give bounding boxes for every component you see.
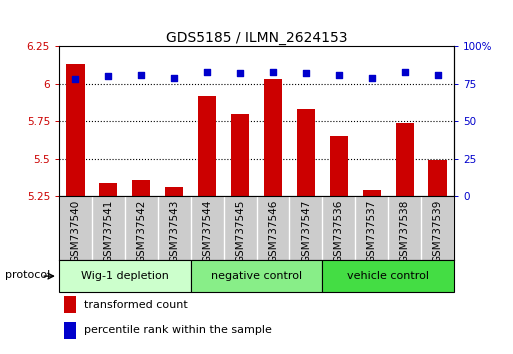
Bar	[396, 123, 413, 196]
Bar	[322, 260, 454, 292]
Text: vehicle control: vehicle control	[347, 271, 429, 281]
Text: GSM737543: GSM737543	[169, 200, 179, 263]
Bar	[66, 64, 85, 196]
Bar	[198, 96, 216, 196]
Bar	[231, 114, 249, 196]
Bar	[297, 109, 315, 196]
Text: protocol: protocol	[5, 269, 50, 280]
Point	[302, 70, 310, 76]
Text: GSM737546: GSM737546	[268, 200, 278, 263]
Point	[334, 72, 343, 78]
Bar	[59, 260, 191, 292]
Text: GSM737539: GSM737539	[432, 200, 443, 263]
Bar	[165, 188, 183, 196]
Text: GSM737545: GSM737545	[235, 200, 245, 263]
Text: GSM737542: GSM737542	[136, 200, 146, 263]
Point	[137, 72, 145, 78]
Bar	[330, 136, 348, 196]
Text: transformed count: transformed count	[84, 300, 188, 310]
Bar	[100, 183, 117, 196]
Text: GSM737538: GSM737538	[400, 200, 409, 263]
Text: GSM737544: GSM737544	[202, 200, 212, 263]
Title: GDS5185 / ILMN_2624153: GDS5185 / ILMN_2624153	[166, 31, 347, 45]
Text: Wig-1 depletion: Wig-1 depletion	[81, 271, 169, 281]
Bar	[264, 79, 282, 196]
Point	[203, 69, 211, 74]
Bar	[64, 322, 76, 339]
Text: negative control: negative control	[211, 271, 302, 281]
Text: GSM737540: GSM737540	[70, 200, 81, 263]
Bar	[64, 296, 76, 313]
Point	[236, 70, 244, 76]
Bar	[191, 260, 322, 292]
Point	[401, 69, 409, 74]
Text: GSM737537: GSM737537	[367, 200, 377, 263]
Point	[71, 76, 80, 82]
Text: GSM737541: GSM737541	[104, 200, 113, 263]
Point	[269, 69, 277, 74]
Text: GSM737547: GSM737547	[301, 200, 311, 263]
Point	[433, 72, 442, 78]
Text: GSM737536: GSM737536	[334, 200, 344, 263]
Text: percentile rank within the sample: percentile rank within the sample	[84, 325, 272, 336]
Bar	[428, 160, 447, 196]
Bar	[363, 190, 381, 196]
Point	[170, 75, 179, 80]
Point	[104, 73, 112, 79]
Point	[368, 75, 376, 80]
Bar	[132, 180, 150, 196]
